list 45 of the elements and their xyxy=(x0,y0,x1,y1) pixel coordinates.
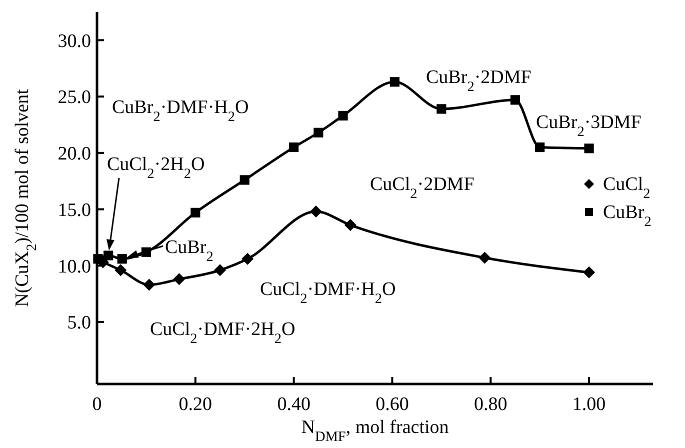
point xyxy=(510,95,520,105)
y-tick-label: 25.0 xyxy=(58,87,91,108)
x-tick-label: 0.40 xyxy=(277,394,310,415)
x-tick-label: 0.60 xyxy=(376,394,409,415)
point xyxy=(289,142,299,152)
y-tick-label: 10.0 xyxy=(58,256,91,278)
annotation: CuBr$_{2}$ xyxy=(165,237,214,265)
annotation: CuBr$_{2}$·DMF·H$_{2}$O xyxy=(112,97,249,125)
point xyxy=(436,104,446,114)
point xyxy=(117,254,127,264)
x-tick-label: 0.80 xyxy=(474,394,508,415)
point xyxy=(242,252,254,265)
annotation: CuCl$_{2}$·DMF·2H$_{2}$O xyxy=(150,319,296,347)
legend-label: CuCl$_{2}$ xyxy=(603,174,650,202)
point xyxy=(190,208,200,218)
point xyxy=(478,252,491,264)
point xyxy=(584,144,594,154)
point xyxy=(114,264,127,276)
annotation: CuCl$_{2}$·DMF·H$_{2}$O xyxy=(260,279,396,307)
x-axis-title: N$_{DMF}$, mol fraction xyxy=(301,417,450,445)
annotation: CuCl$_{2}$·2DMF xyxy=(370,174,474,202)
y-tick-label: 30.0 xyxy=(58,30,91,52)
legend-label: CuBr$_{2}$ xyxy=(603,202,652,230)
annotation: CuCl$_{2}$·2H$_{2}$O xyxy=(107,154,205,182)
point xyxy=(583,266,596,278)
point xyxy=(338,110,348,121)
point xyxy=(310,206,322,218)
x-tick-label: 1.00 xyxy=(572,394,606,415)
point xyxy=(314,128,324,138)
y-tick-label: 20.0 xyxy=(58,144,91,165)
point xyxy=(173,273,186,286)
point xyxy=(104,250,114,260)
point xyxy=(143,278,156,291)
point xyxy=(535,142,545,152)
annotation: CuBr$_{2}$·3DMF xyxy=(536,112,642,140)
point xyxy=(390,77,400,87)
x-tick-label: 0.20 xyxy=(178,394,212,415)
x-tick-label: 0 xyxy=(92,394,102,415)
y-tick-label: 15.0 xyxy=(58,200,91,221)
y-tick-label: 5.0 xyxy=(67,312,91,334)
point xyxy=(214,264,226,276)
point xyxy=(344,219,356,232)
annotation: CuBr$_{2}$·2DMF xyxy=(426,67,532,95)
point xyxy=(240,175,250,185)
point xyxy=(93,254,103,264)
